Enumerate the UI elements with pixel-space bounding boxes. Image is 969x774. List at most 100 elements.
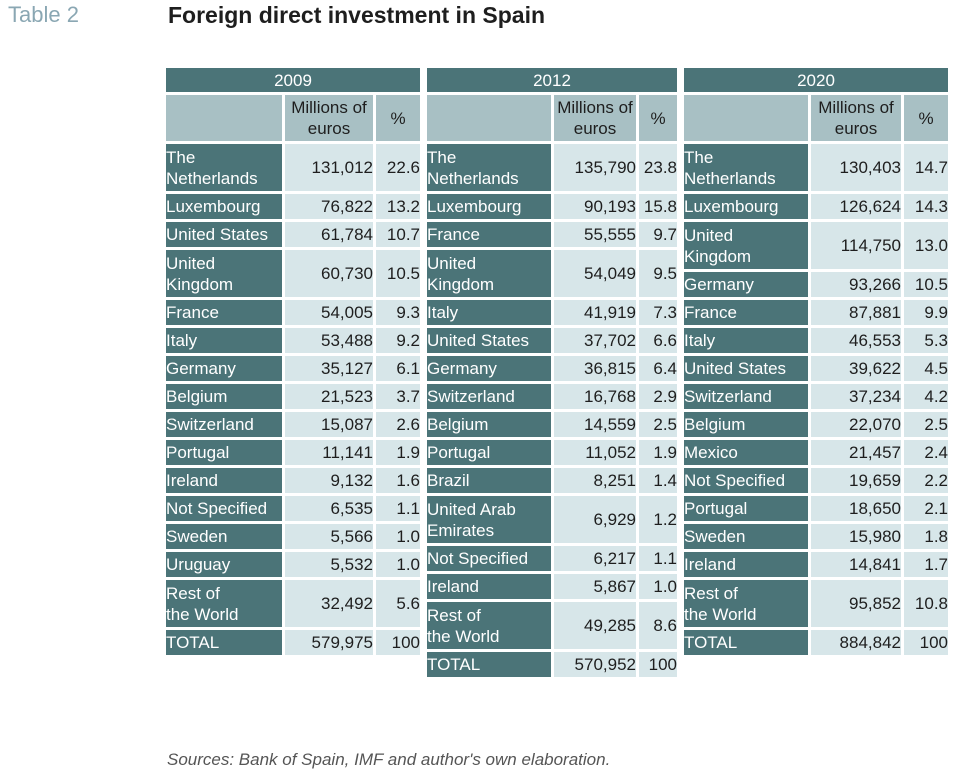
percent-cell: 9.2 (376, 328, 420, 353)
table-row: Switzerland 15,087 2.6 (166, 412, 420, 437)
country-column-header (166, 95, 282, 141)
percent-cell: 100 (639, 652, 677, 677)
country-column-header (427, 95, 551, 141)
table-row: United Kingdom 54,049 9.5 (427, 250, 677, 297)
country-cell: France (684, 300, 808, 325)
country-cell: TOTAL (166, 630, 282, 655)
millions-cell: 884,842 (811, 630, 901, 655)
millions-column-header: Millions of euros (811, 95, 901, 141)
table-row: United Arab Emirates 6,929 1.2 (427, 496, 677, 543)
table-row: Belgium 22,070 2.5 (684, 412, 948, 437)
table-row: Ireland 14,841 1.7 (684, 552, 948, 577)
percent-cell: 5.3 (904, 328, 948, 353)
table-row: United States 39,622 4.5 (684, 356, 948, 381)
country-column-header (684, 95, 808, 141)
millions-cell: 6,217 (554, 546, 636, 571)
millions-cell: 76,822 (285, 194, 373, 219)
country-cell: The Netherlands (166, 144, 282, 191)
percent-column-header: % (376, 95, 420, 141)
country-cell: Belgium (166, 384, 282, 409)
country-cell: United States (166, 222, 282, 247)
percent-cell: 2.5 (904, 412, 948, 437)
millions-cell: 126,624 (811, 194, 901, 219)
country-cell: Italy (166, 328, 282, 353)
country-cell: The Netherlands (684, 144, 808, 191)
percent-cell: 1.7 (904, 552, 948, 577)
millions-cell: 11,052 (554, 440, 636, 465)
millions-cell: 6,535 (285, 496, 373, 521)
percent-cell: 6.1 (376, 356, 420, 381)
country-cell: Italy (427, 300, 551, 325)
millions-column-header: Millions of euros (554, 95, 636, 141)
millions-cell: 8,251 (554, 468, 636, 493)
page-title: Foreign direct investment in Spain (168, 2, 546, 28)
percent-cell: 1.4 (639, 468, 677, 493)
country-cell: United Arab Emirates (427, 496, 551, 543)
percent-cell: 14.3 (904, 194, 948, 219)
total-row: TOTAL 884,842 100 (684, 630, 948, 655)
percent-cell: 10.5 (376, 250, 420, 297)
percent-column-header: % (639, 95, 677, 141)
country-cell: TOTAL (427, 652, 551, 677)
country-cell: Italy (684, 328, 808, 353)
millions-cell: 14,841 (811, 552, 901, 577)
millions-cell: 37,234 (811, 384, 901, 409)
millions-cell: 21,523 (285, 384, 373, 409)
country-cell: Not Specified (684, 468, 808, 493)
percent-cell: 4.2 (904, 384, 948, 409)
millions-cell: 55,555 (554, 222, 636, 247)
table-row: Uruguay 5,532 1.0 (166, 552, 420, 577)
millions-cell: 90,193 (554, 194, 636, 219)
country-cell: Portugal (684, 496, 808, 521)
millions-cell: 39,622 (811, 356, 901, 381)
millions-cell: 131,012 (285, 144, 373, 191)
millions-cell: 14,559 (554, 412, 636, 437)
country-cell: Ireland (427, 574, 551, 599)
millions-cell: 32,492 (285, 580, 373, 627)
table-row: Mexico 21,457 2.4 (684, 440, 948, 465)
country-cell: Rest of the World (427, 602, 551, 649)
millions-cell: 15,980 (811, 524, 901, 549)
total-row: TOTAL 579,975 100 (166, 630, 420, 655)
country-cell: Rest of the World (166, 580, 282, 627)
country-cell: Luxembourg (684, 194, 808, 219)
table-row: Sweden 5,566 1.0 (166, 524, 420, 549)
percent-cell: 1.0 (376, 552, 420, 577)
source-note: Sources: Bank of Spain, IMF and author's… (167, 750, 611, 769)
table-row: Not Specified 6,217 1.1 (427, 546, 677, 571)
year-header: 2012 (427, 68, 677, 92)
millions-cell: 135,790 (554, 144, 636, 191)
percent-cell: 13.2 (376, 194, 420, 219)
percent-cell: 2.2 (904, 468, 948, 493)
table-row: Not Specified 6,535 1.1 (166, 496, 420, 521)
table-row: United Kingdom 60,730 10.5 (166, 250, 420, 297)
table-row: Germany 36,815 6.4 (427, 356, 677, 381)
percent-cell: 1.6 (376, 468, 420, 493)
country-cell: Portugal (166, 440, 282, 465)
table-row: Germany 35,127 6.1 (166, 356, 420, 381)
table-row: France 54,005 9.3 (166, 300, 420, 325)
millions-cell: 22,070 (811, 412, 901, 437)
millions-cell: 93,266 (811, 272, 901, 297)
percent-cell: 1.1 (376, 496, 420, 521)
percent-cell: 10.7 (376, 222, 420, 247)
table-row: France 87,881 9.9 (684, 300, 948, 325)
table-row: Not Specified 19,659 2.2 (684, 468, 948, 493)
millions-cell: 61,784 (285, 222, 373, 247)
table-row: Switzerland 16,768 2.9 (427, 384, 677, 409)
table-row: Portugal 18,650 2.1 (684, 496, 948, 521)
millions-cell: 579,975 (285, 630, 373, 655)
total-row: TOTAL 570,952 100 (427, 652, 677, 677)
table-row: Portugal 11,141 1.9 (166, 440, 420, 465)
table-row: Rest of the World 49,285 8.6 (427, 602, 677, 649)
country-cell: United Kingdom (427, 250, 551, 297)
country-cell: Sweden (166, 524, 282, 549)
table-row: Luxembourg 126,624 14.3 (684, 194, 948, 219)
year-header: 2020 (684, 68, 948, 92)
percent-cell: 13.0 (904, 222, 948, 269)
percent-cell: 6.6 (639, 328, 677, 353)
table-row: The Netherlands 131,012 22.6 (166, 144, 420, 191)
percent-cell: 9.7 (639, 222, 677, 247)
country-cell: Luxembourg (166, 194, 282, 219)
percent-cell: 22.6 (376, 144, 420, 191)
